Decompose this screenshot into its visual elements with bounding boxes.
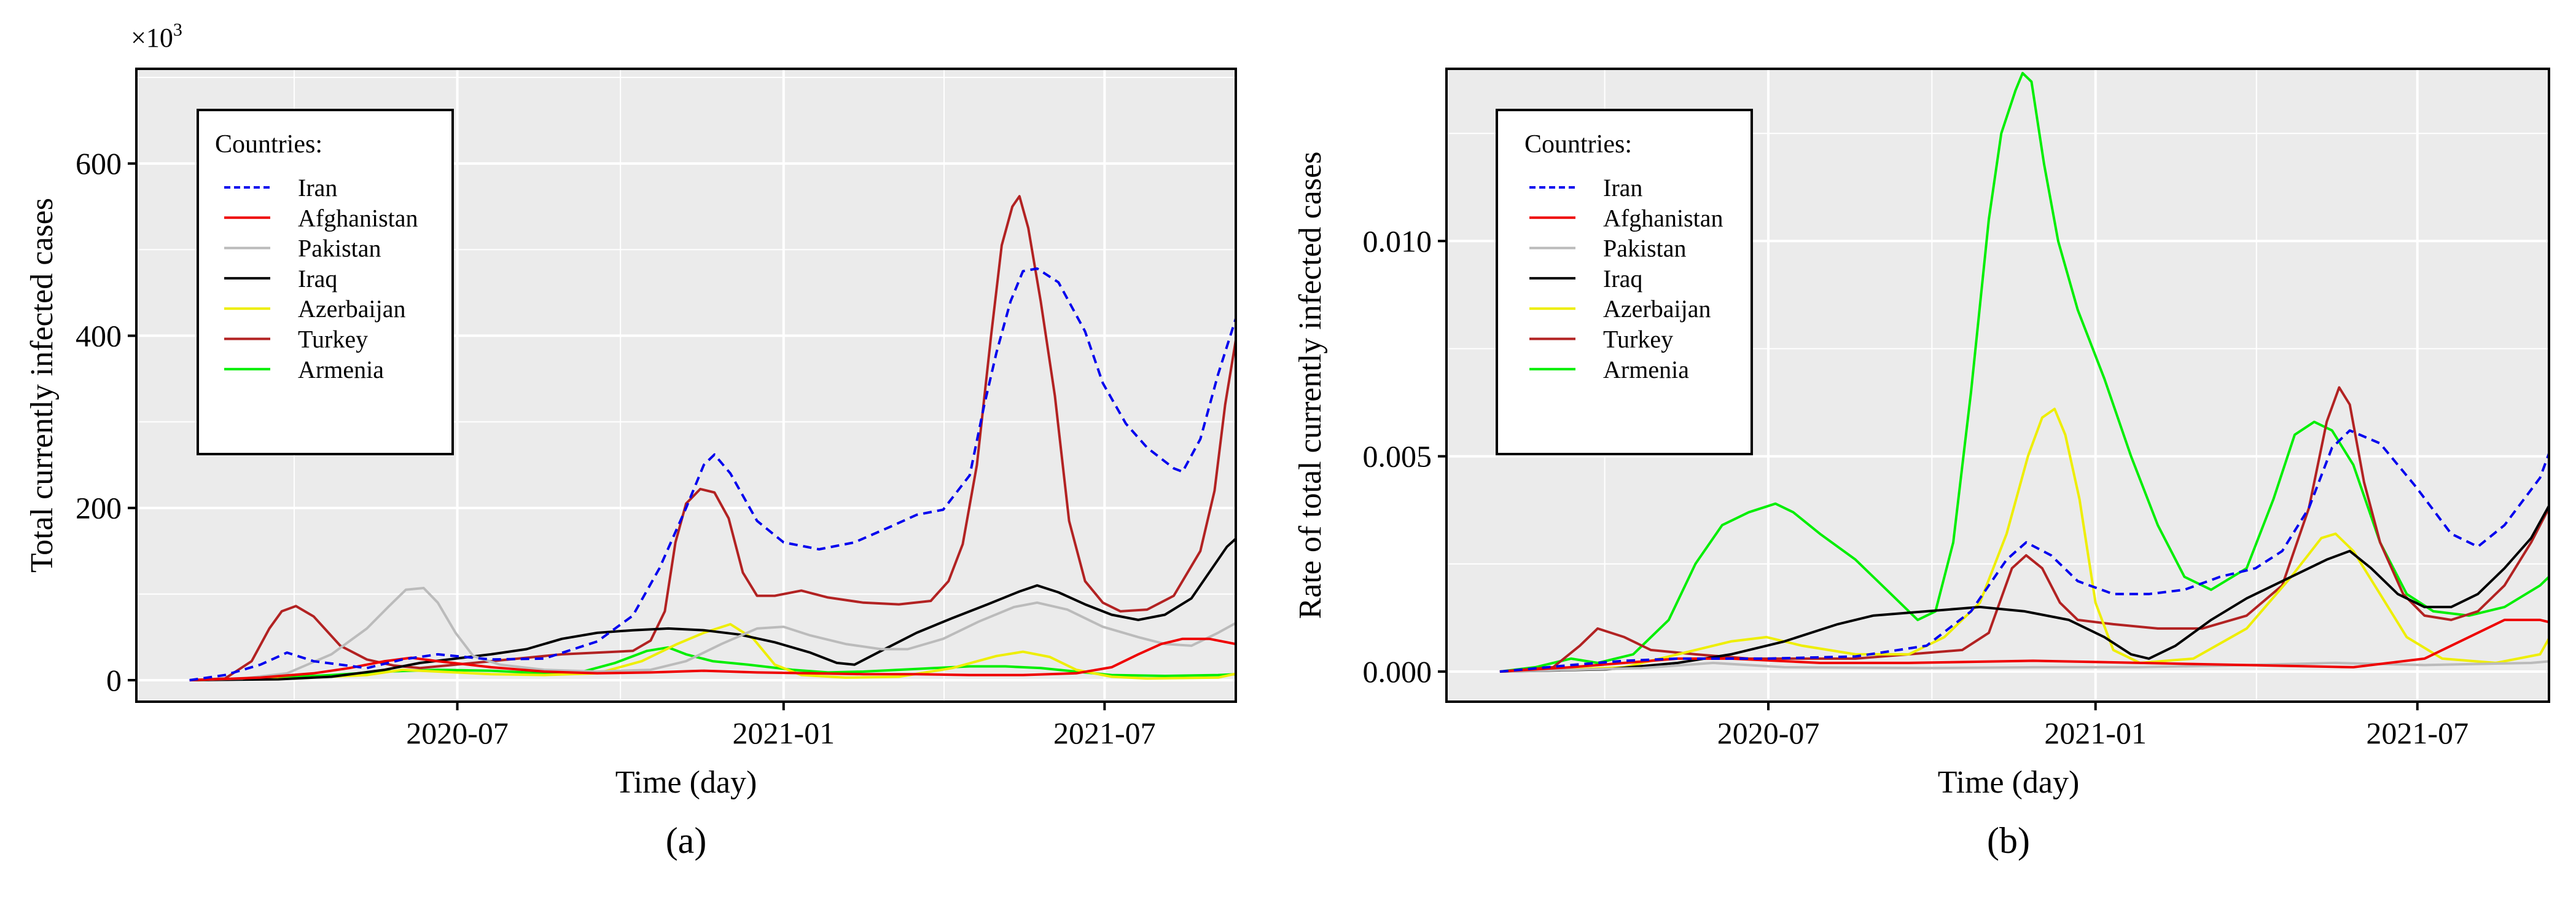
y-tick-label-b: 0.000 <box>1363 654 1432 689</box>
panel-a: 2020-07 2021-01 2021-07 0 200 400 600 ×103 Ti… <box>25 20 1237 861</box>
series-line-iraq-b <box>1499 503 2549 673</box>
panel-b: 2020-07 2021-01 2021-07 0.000 0.005 0.010 Ti… <box>1293 68 2550 861</box>
legend-box-b <box>1496 109 1753 455</box>
legend-label-iraq-a: Iraq <box>298 265 337 292</box>
legend-title-b: Countries: <box>1524 130 1632 159</box>
y-tick-label-b: 0.010 <box>1363 224 1432 258</box>
legend-label-iran-b: Iran <box>1603 174 1642 202</box>
legend-box-a <box>197 109 454 455</box>
x-axis-label-b: Time (day) <box>1938 765 2080 800</box>
y-tick-label-a: 0 <box>106 663 122 697</box>
x-tick-label-b: 2020-07 <box>1717 716 1820 750</box>
panel-label-a: (a) <box>666 820 707 861</box>
y-tick-label-a: 400 <box>76 318 122 353</box>
legend-label-afghanistan-a: Afghanistan <box>298 204 418 232</box>
series-line-turkey-a <box>189 195 1236 681</box>
legend-label-turkey-b: Turkey <box>1603 326 1673 353</box>
plot-frame-b <box>1445 68 2550 703</box>
series-line-iraq-a <box>189 537 1236 681</box>
legend-label-iraq-b: Iraq <box>1603 265 1642 292</box>
legend-label-azerbaijan-b: Azerbaijan <box>1603 295 1711 323</box>
series-line-armenia-b <box>1499 72 2549 673</box>
y-axis-label-b: Rate of total currently infected cases <box>1293 152 1328 619</box>
legend-label-afghanistan-b: Afghanistan <box>1603 204 1723 232</box>
series-line-iran-b <box>1499 429 2549 673</box>
series-line-pakistan-b <box>1499 660 2549 673</box>
legend-title-a: Countries: <box>215 130 322 159</box>
y-tick-label-a: 600 <box>76 146 122 181</box>
x-tick-label-a: 2021-01 <box>732 716 835 750</box>
legend-label-pakistan-a: Pakistan <box>298 235 381 262</box>
multiplier-label-a: ×103 <box>131 20 182 53</box>
series-line-afghanistan-b <box>1499 618 2549 673</box>
legend-label-azerbaijan-a: Azerbaijan <box>298 295 405 323</box>
legend-label-armenia-b: Armenia <box>1603 356 1689 383</box>
x-tick-label-a: 2021-07 <box>1053 716 1156 750</box>
x-tick-label-b: 2021-01 <box>2044 716 2147 750</box>
series-line-azerbaijan-b <box>1499 407 2549 673</box>
series-line-azerbaijan-a <box>189 622 1236 681</box>
series-line-iran-a <box>189 267 1236 681</box>
y-tick-label-b: 0.005 <box>1363 439 1432 474</box>
legend-label-iran-a: Iran <box>298 174 337 202</box>
legend-label-turkey-a: Turkey <box>298 326 368 353</box>
plot-frame-a <box>135 68 1237 703</box>
x-axis-label-a: Time (day) <box>615 765 757 800</box>
x-tick-label-b: 2021-07 <box>2366 716 2469 750</box>
legend-label-armenia-a: Armenia <box>298 356 384 383</box>
panel-label-b: (b) <box>1987 820 2030 861</box>
y-tick-label-a: 200 <box>76 491 122 525</box>
x-tick-label-a: 2020-07 <box>406 716 509 750</box>
legend-label-pakistan-b: Pakistan <box>1603 235 1687 262</box>
y-axis-label-a: Total currently infected cases <box>25 198 60 573</box>
